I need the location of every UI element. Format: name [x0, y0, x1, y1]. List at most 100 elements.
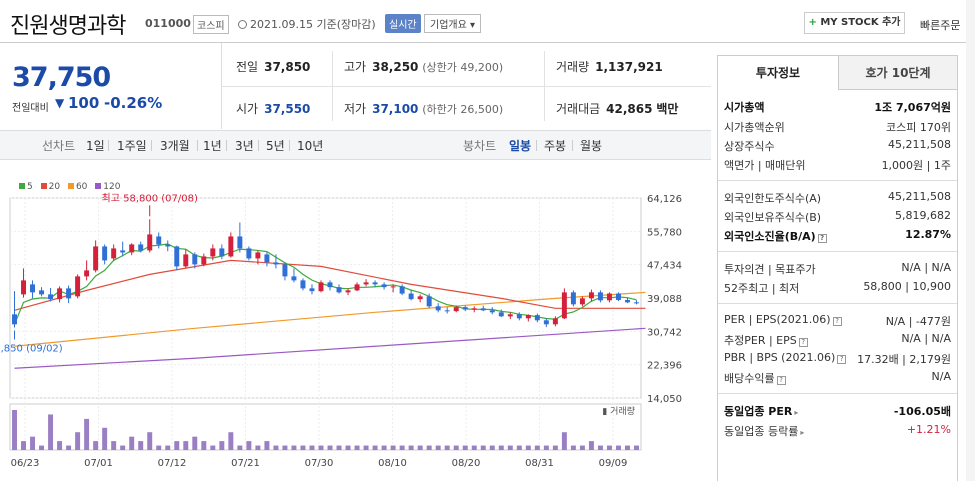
volume-bar [84, 418, 90, 450]
quick-order-link[interactable]: 빠른주문 [920, 19, 961, 32]
candle-body [615, 293, 621, 300]
candle-body [408, 293, 414, 300]
volume-bar [561, 432, 567, 450]
prev-close-label: 전일 [236, 60, 259, 74]
period-10y[interactable]: 10년 [297, 139, 324, 153]
volume-bar [129, 436, 135, 450]
volume-bar [237, 445, 243, 450]
market-cap-label: 시가총액 [724, 101, 765, 114]
candle-body [444, 310, 450, 312]
sector-rate-row[interactable]: 동일업종 등락률 ▸ [724, 423, 804, 439]
volume-bar [165, 445, 171, 450]
volume-bar [354, 445, 360, 450]
open-value: 37,550 [264, 102, 311, 116]
candle-body [516, 314, 522, 319]
candle-weekly[interactable]: 주봉 [544, 139, 567, 153]
candle-body [354, 284, 360, 291]
volume-bar [300, 445, 306, 450]
y-tick-label: 64,126 [647, 194, 682, 205]
period-3m[interactable]: 3개월 [160, 139, 190, 153]
my-stock-label: MY STOCK 추가 [820, 17, 901, 28]
live-button[interactable]: 실시간 [385, 14, 421, 33]
lower-limit: (하한가 26,500) [422, 103, 504, 116]
help-icon[interactable]: ? [817, 234, 827, 243]
candle-body [471, 308, 477, 310]
candle-body [507, 314, 513, 317]
period-5y[interactable]: 5년 [266, 139, 285, 153]
volume-bar [399, 445, 405, 450]
volume-bar [255, 445, 261, 450]
period-1y[interactable]: 1년 [203, 139, 222, 153]
y-tick-label: 55,780 [647, 227, 682, 238]
scrollbar[interactable] [966, 0, 975, 481]
x-tick-label: 07/01 [84, 458, 113, 469]
stock-chart[interactable]: 64,126 55,780 47,434 39,088 30,742 22,396 14,0… [0, 160, 711, 481]
volume-bar [444, 445, 450, 450]
legend-swatch-ma5 [19, 183, 25, 189]
candle-body [597, 292, 603, 301]
header-divider [0, 42, 975, 43]
per-row: PER | EPS(2021.06)? [724, 313, 842, 326]
ma5-line [13, 243, 637, 325]
candle-body [165, 244, 171, 247]
candle-body [634, 302, 639, 304]
cap-rank-value: 코스피 170위 [886, 121, 951, 134]
chevron-down-icon: ▾ [470, 20, 476, 31]
period-sep [536, 140, 537, 151]
volume-bar [543, 445, 549, 450]
sector-per-value: -106.05배 [893, 405, 951, 418]
period-sep [197, 140, 198, 151]
period-1d[interactable]: 1일 [86, 139, 105, 153]
candle-body [435, 306, 441, 311]
sector-per-row[interactable]: 동일업종 PER ▸ [724, 403, 798, 419]
volume-bar [615, 445, 621, 450]
tab-orderbook[interactable]: 호가 10단계 [838, 56, 957, 90]
volume-label: 거래량 [556, 60, 590, 74]
candle-body [228, 236, 234, 257]
candle-body [525, 315, 531, 319]
candle-body [309, 288, 315, 292]
legend-ma60: 60 [75, 182, 88, 192]
legend-ma120: 120 [103, 182, 121, 192]
volume-bar [30, 436, 36, 450]
legend-swatch-ma60 [67, 183, 74, 189]
candle-body [156, 236, 162, 245]
volume-bar [147, 432, 153, 450]
week52-value: 58,800 | 10,900 [863, 280, 951, 293]
volume-bar [246, 441, 252, 450]
candle-body [120, 250, 126, 253]
period-3y[interactable]: 3년 [235, 139, 254, 153]
volume-bar [228, 432, 234, 450]
volume-bar [408, 445, 414, 450]
help-icon[interactable]: ? [832, 317, 842, 326]
upper-limit: (상한가 49,200) [422, 61, 504, 74]
company-overview-button[interactable]: 기업개요 ▾ [424, 14, 482, 33]
low-annotation: 최저 30,850 (09/02) [0, 343, 63, 355]
market-badge: 코스피 [193, 15, 229, 34]
volume-bar [48, 414, 54, 450]
x-tick-label: 06/23 [11, 458, 40, 469]
section-divider [718, 251, 957, 252]
candle-daily[interactable]: 일봉 [509, 139, 532, 153]
period-1w[interactable]: 1주일 [117, 139, 147, 153]
candle-monthly[interactable]: 월봉 [580, 139, 603, 153]
volume-bar [291, 445, 297, 450]
help-icon[interactable]: ? [837, 355, 847, 364]
candle-body [75, 276, 81, 297]
high-stat: 고가 38,250 (상한가 49,200) [344, 58, 503, 75]
volume-bar [480, 445, 486, 450]
volume-bar [579, 445, 585, 450]
high-label: 고가 [344, 60, 367, 74]
tab-invest-info[interactable]: 투자정보 [718, 56, 838, 90]
ma120-line [14, 327, 646, 369]
help-icon[interactable]: ? [776, 376, 786, 385]
date-text: 2021.09.15 기준(장마감) [250, 18, 376, 31]
candle-body [39, 290, 45, 295]
candle-body [291, 276, 297, 281]
volume-bar [363, 445, 369, 450]
my-stock-add-button[interactable]: + MY STOCK 추가 [804, 12, 905, 34]
price-summary [0, 43, 222, 129]
candle-chart-label: 봉차트 [463, 139, 497, 153]
y-tick-label: 30,742 [647, 327, 682, 338]
help-icon[interactable]: ? [798, 338, 808, 347]
